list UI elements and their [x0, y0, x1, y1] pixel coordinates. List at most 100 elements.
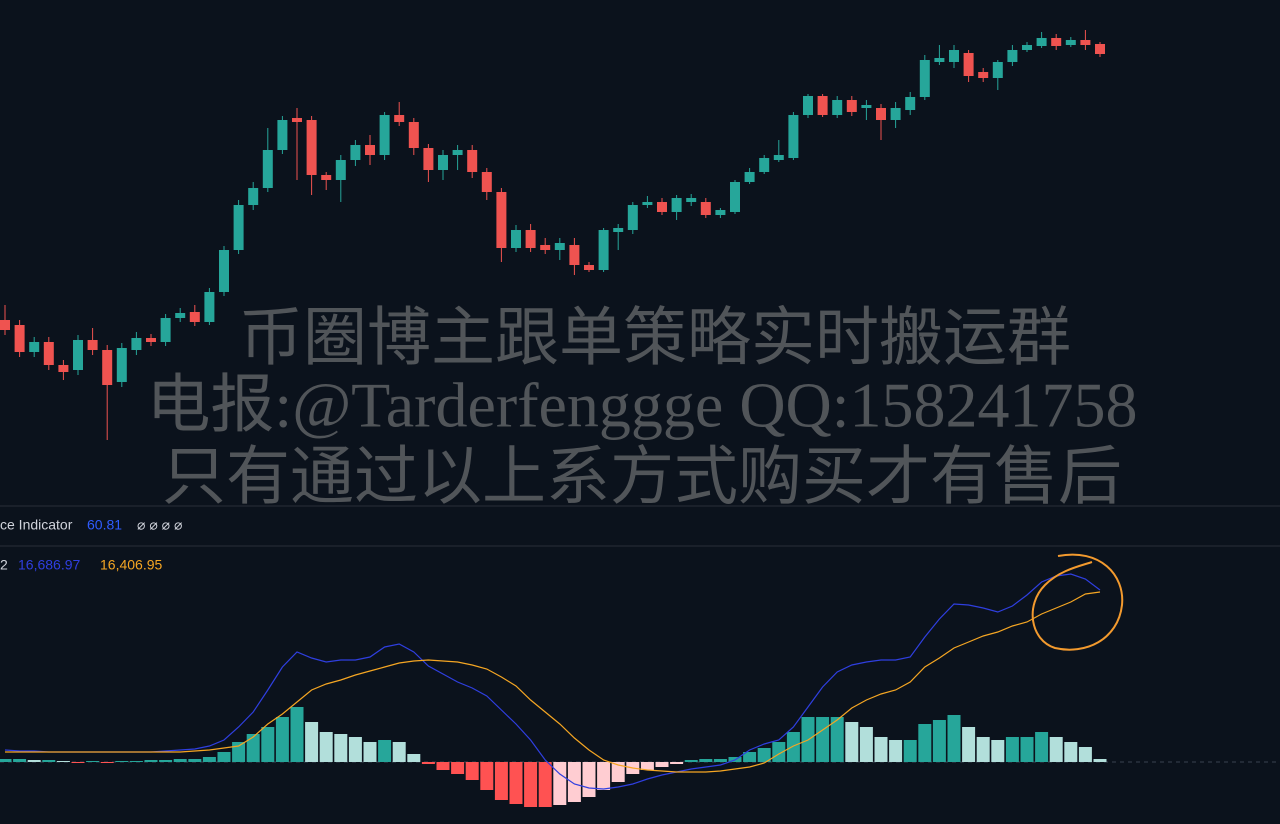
histogram-bar	[947, 715, 961, 762]
histogram-bar	[319, 732, 333, 762]
candle-body	[540, 245, 551, 250]
histogram-bar	[830, 717, 844, 762]
histogram-bar	[436, 762, 450, 770]
histogram-bar	[129, 761, 143, 762]
candle-body	[700, 202, 711, 215]
histogram-bar	[144, 760, 158, 762]
histogram-bar	[932, 720, 946, 762]
histogram-bar	[173, 759, 187, 762]
candle-body	[773, 155, 784, 160]
candle-body	[759, 158, 770, 172]
histogram-bar	[889, 740, 903, 762]
histogram-bar	[305, 722, 319, 762]
histogram-bar	[1035, 732, 1049, 762]
indicator-extra: ⌀ ⌀ ⌀ ⌀	[137, 517, 182, 533]
histogram-bar	[597, 762, 611, 790]
candle-body	[408, 122, 419, 148]
candle-body	[525, 230, 536, 248]
candle-body	[978, 72, 989, 78]
candle-body	[627, 205, 638, 230]
histogram-bar	[845, 722, 859, 762]
indicator-line	[5, 591, 1101, 773]
candle-body	[876, 108, 886, 120]
histogram-bar	[348, 737, 362, 762]
candle-body	[0, 320, 10, 330]
histogram-bar	[553, 762, 567, 805]
histogram-bar	[567, 762, 581, 802]
candle-body	[890, 108, 901, 120]
histogram-bar	[874, 737, 888, 762]
candle-body	[803, 96, 813, 115]
histogram-bar	[290, 707, 304, 762]
candle-body	[730, 182, 740, 212]
histogram-bar	[655, 762, 669, 767]
candle-body	[992, 62, 1003, 78]
candle-body	[919, 60, 930, 97]
candle-body	[1051, 38, 1062, 46]
histogram-bar	[816, 717, 830, 762]
candle-body	[175, 313, 186, 318]
histogram-bar	[1093, 759, 1107, 762]
histogram-bar	[1064, 742, 1078, 762]
histogram-bar	[538, 762, 552, 807]
histogram-bar	[699, 759, 713, 762]
histogram-bar	[670, 762, 684, 764]
histogram-bar	[421, 762, 435, 764]
histogram-bar	[334, 734, 348, 762]
candle-body	[963, 53, 974, 76]
candle-body	[481, 172, 492, 192]
watermark: 电报:@Tarderfenggge QQ:158241758	[146, 370, 1137, 441]
histogram-bar	[640, 762, 654, 770]
histogram-bar	[582, 762, 596, 797]
candle-body	[467, 150, 478, 172]
histogram-bar	[743, 752, 757, 762]
candle-body	[511, 230, 521, 248]
candle-body	[744, 172, 755, 182]
candle-body	[58, 365, 69, 372]
histogram-bar	[713, 759, 727, 762]
histogram-bar	[1005, 737, 1019, 762]
candle-body	[642, 202, 653, 205]
candle-body	[613, 228, 624, 232]
candle-body	[189, 312, 200, 322]
histogram-bar	[56, 761, 70, 762]
candle-body	[321, 175, 332, 180]
candle-body	[584, 265, 594, 270]
watermark: 币圈博主跟单策略实时搬运群	[239, 303, 1071, 374]
candle-body	[817, 96, 828, 115]
candle-body	[73, 340, 83, 370]
candle-body	[160, 318, 171, 342]
candle-body	[1065, 40, 1076, 45]
candle-body	[365, 145, 375, 155]
histogram-bar	[407, 754, 421, 762]
histogram-bar	[378, 740, 392, 762]
histogram-bar	[1020, 737, 1034, 762]
histogram-bar	[918, 724, 932, 762]
candle-body	[29, 342, 40, 352]
histogram-bar	[757, 748, 771, 762]
histogram-bar	[524, 762, 538, 807]
candle-body	[788, 115, 799, 158]
candle-body	[671, 198, 682, 212]
watermark: 只有通过以上系方式购买才有售后	[162, 442, 1122, 513]
histogram-bar	[1078, 747, 1092, 762]
indicator-name: ce Indicator	[0, 517, 73, 533]
histogram-bar	[261, 727, 275, 762]
histogram-bar	[991, 740, 1005, 762]
candle-body	[438, 155, 448, 170]
histogram-bar	[86, 761, 100, 762]
histogram-bar	[859, 727, 873, 762]
candle-body	[87, 340, 98, 350]
indicator-line	[4, 573, 1101, 790]
signal-value: 16,406.95	[100, 557, 162, 573]
candle-body	[43, 342, 54, 365]
candle-body	[102, 350, 113, 385]
candle-body	[949, 50, 959, 62]
histogram-bar	[275, 717, 289, 762]
candle-body	[1080, 40, 1091, 45]
histogram-bar	[480, 762, 494, 790]
histogram-bar	[772, 742, 786, 762]
candle-body	[233, 205, 244, 250]
candle-body	[146, 338, 156, 342]
